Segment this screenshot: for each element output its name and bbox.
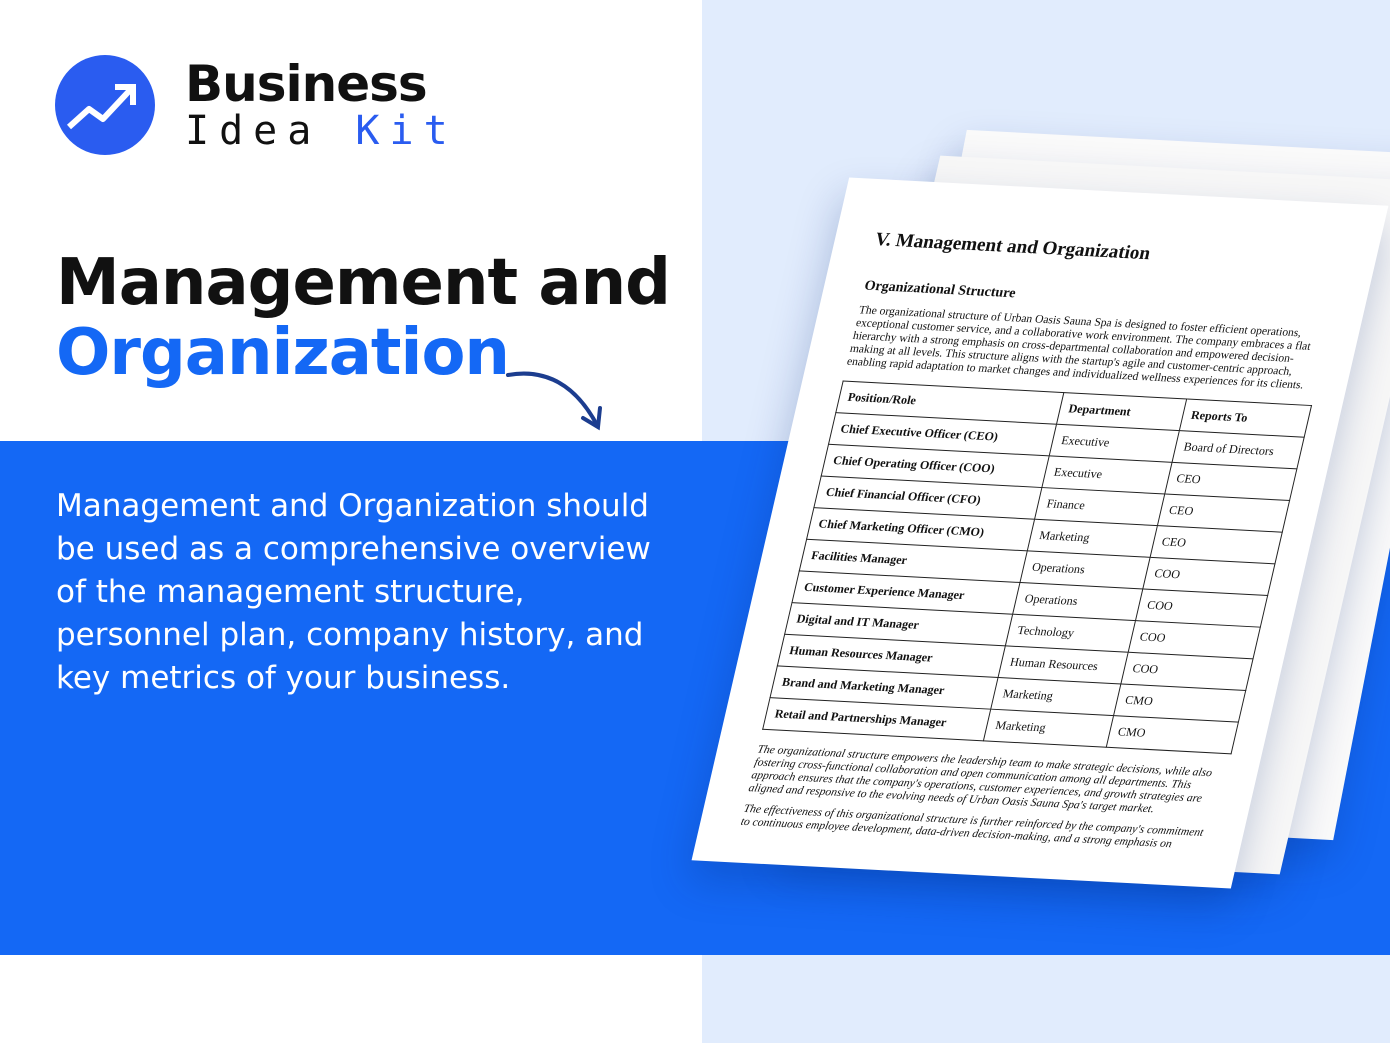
logo-line1: Business: [185, 55, 428, 113]
curved-arrow-icon: [506, 371, 602, 431]
logo: Business Idea Kit: [55, 55, 458, 155]
title-line1: Management and: [56, 246, 671, 320]
doc-intro: The organizational structure of Urban Oa…: [845, 304, 1312, 392]
doc-heading: V. Management and Organization: [872, 229, 1153, 265]
description: Management and Organization should be us…: [56, 488, 651, 696]
logo-idea: Idea: [185, 108, 322, 154]
page-title: Management and Organization: [56, 246, 671, 390]
title-line2: Organization: [56, 316, 510, 390]
logo-kit: Kit: [355, 108, 458, 154]
org-table: Position/Role Department Reports To Chief …: [762, 380, 1312, 754]
table-cell: Marketing: [983, 709, 1114, 748]
table-cell: CMO: [1105, 715, 1239, 754]
trend-chart-icon: [55, 55, 155, 155]
